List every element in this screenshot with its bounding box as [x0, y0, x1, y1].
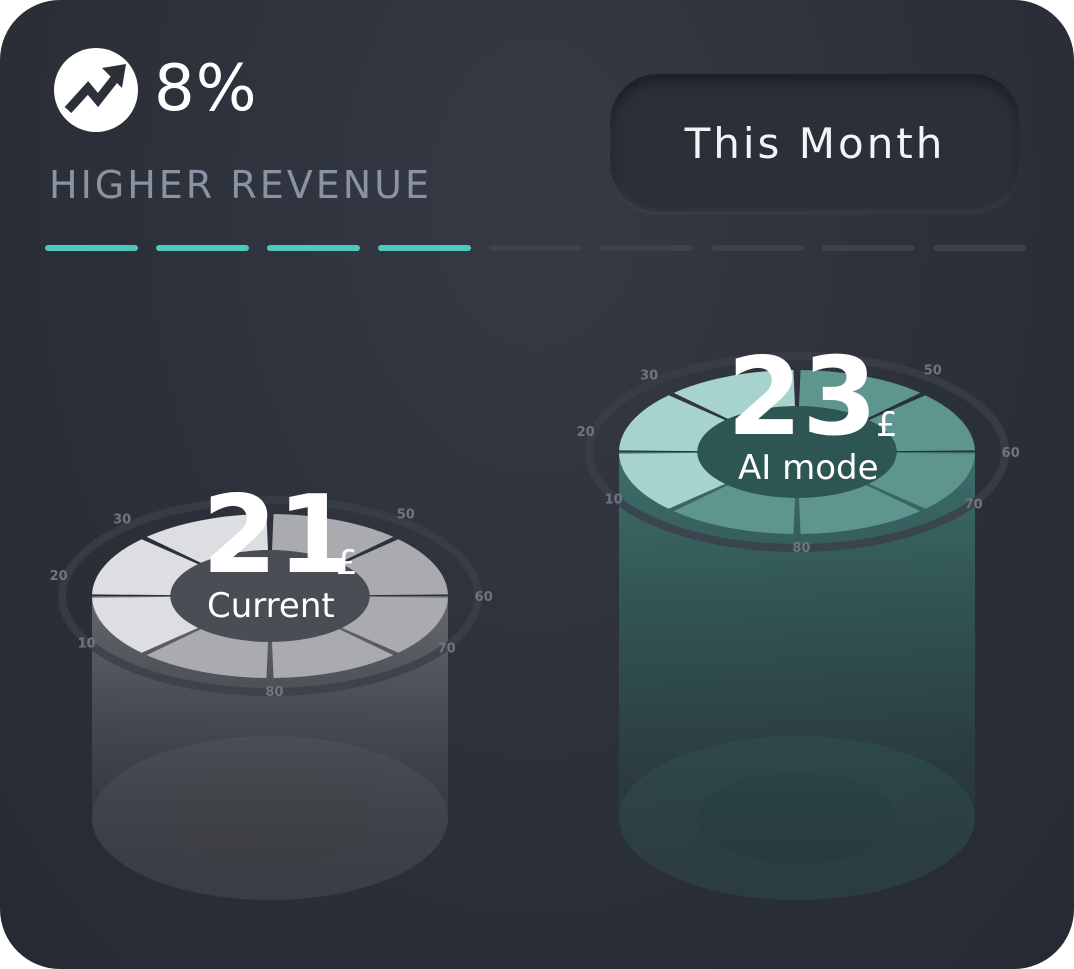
dial-segment: [271, 629, 394, 678]
period-selector-button[interactable]: This Month: [610, 74, 1020, 212]
progress-segment-filled: [156, 245, 249, 251]
dial-segment: [798, 485, 921, 534]
current-label: Current: [207, 586, 335, 626]
dial-segment: [92, 596, 199, 653]
dial-tick-label: 80: [265, 685, 283, 700]
dial-tick-label: 20: [577, 425, 595, 440]
revenue-percent: 8%: [154, 52, 258, 126]
dial-ring: [58, 496, 482, 696]
progress-segment-empty: [822, 245, 915, 251]
dial-tick-label: 80: [792, 541, 810, 556]
progress-segment-filled: [267, 245, 360, 251]
dial-segment: [619, 395, 726, 452]
dial-tick-label: 50: [397, 508, 415, 523]
period-selector-label: This Month: [684, 118, 946, 168]
dial-segment: [341, 539, 448, 596]
progress-segment-filled: [45, 245, 138, 251]
dial-segment: [271, 514, 394, 563]
progress-segment-empty: [933, 245, 1026, 251]
dial-segment: [146, 514, 269, 563]
dial-segment: [146, 629, 269, 678]
current-currency: £: [336, 543, 358, 583]
dial-center: [170, 550, 370, 642]
dial-segment: [619, 452, 726, 509]
cylinder-body: [619, 452, 975, 900]
progress-segment-filled: [378, 245, 471, 251]
dial-segment: [92, 539, 199, 596]
revenue-subtitle: HIGHER REVENUE: [49, 163, 432, 207]
dial-segment: [868, 395, 975, 452]
dial-segment: [673, 485, 796, 534]
current-value: 21: [202, 473, 353, 598]
cylinder-ai-mode: 10 20 30 50 60 70 80: [577, 352, 1020, 900]
cylinder-body: [92, 596, 448, 900]
ai-mode-value: 23: [727, 335, 878, 460]
cylinder-current: 10 20 30 50 60 70 80: [50, 496, 493, 900]
dial-tick-label: 30: [113, 513, 131, 528]
dial-tick-label: 60: [1002, 446, 1020, 461]
dial-tick-label: 10: [78, 637, 96, 652]
trending-up-icon: [54, 48, 138, 132]
dial-ring: [585, 352, 1009, 552]
dial-tick-label: 20: [50, 569, 68, 584]
dial-tick-label: 50: [924, 364, 942, 379]
dial-segment: [341, 596, 448, 653]
dial-segment: [673, 370, 796, 419]
progress-segment-empty: [711, 245, 804, 251]
ai-mode-currency: £: [876, 405, 898, 445]
progress-bar: [45, 245, 1027, 251]
progress-segment-empty: [600, 245, 693, 251]
dial-tick-label: 30: [640, 369, 658, 384]
dial-tick-label: 10: [605, 493, 623, 508]
dial-segment: [868, 452, 975, 509]
dial-tick-label: 70: [438, 641, 456, 656]
dial-segment: [798, 370, 921, 419]
dial-tick-label: 60: [475, 590, 493, 605]
progress-segment-empty: [489, 245, 582, 251]
dial-center: [697, 406, 897, 498]
ai-mode-label: AI mode: [738, 448, 879, 488]
dial-tick-label: 70: [965, 497, 983, 512]
